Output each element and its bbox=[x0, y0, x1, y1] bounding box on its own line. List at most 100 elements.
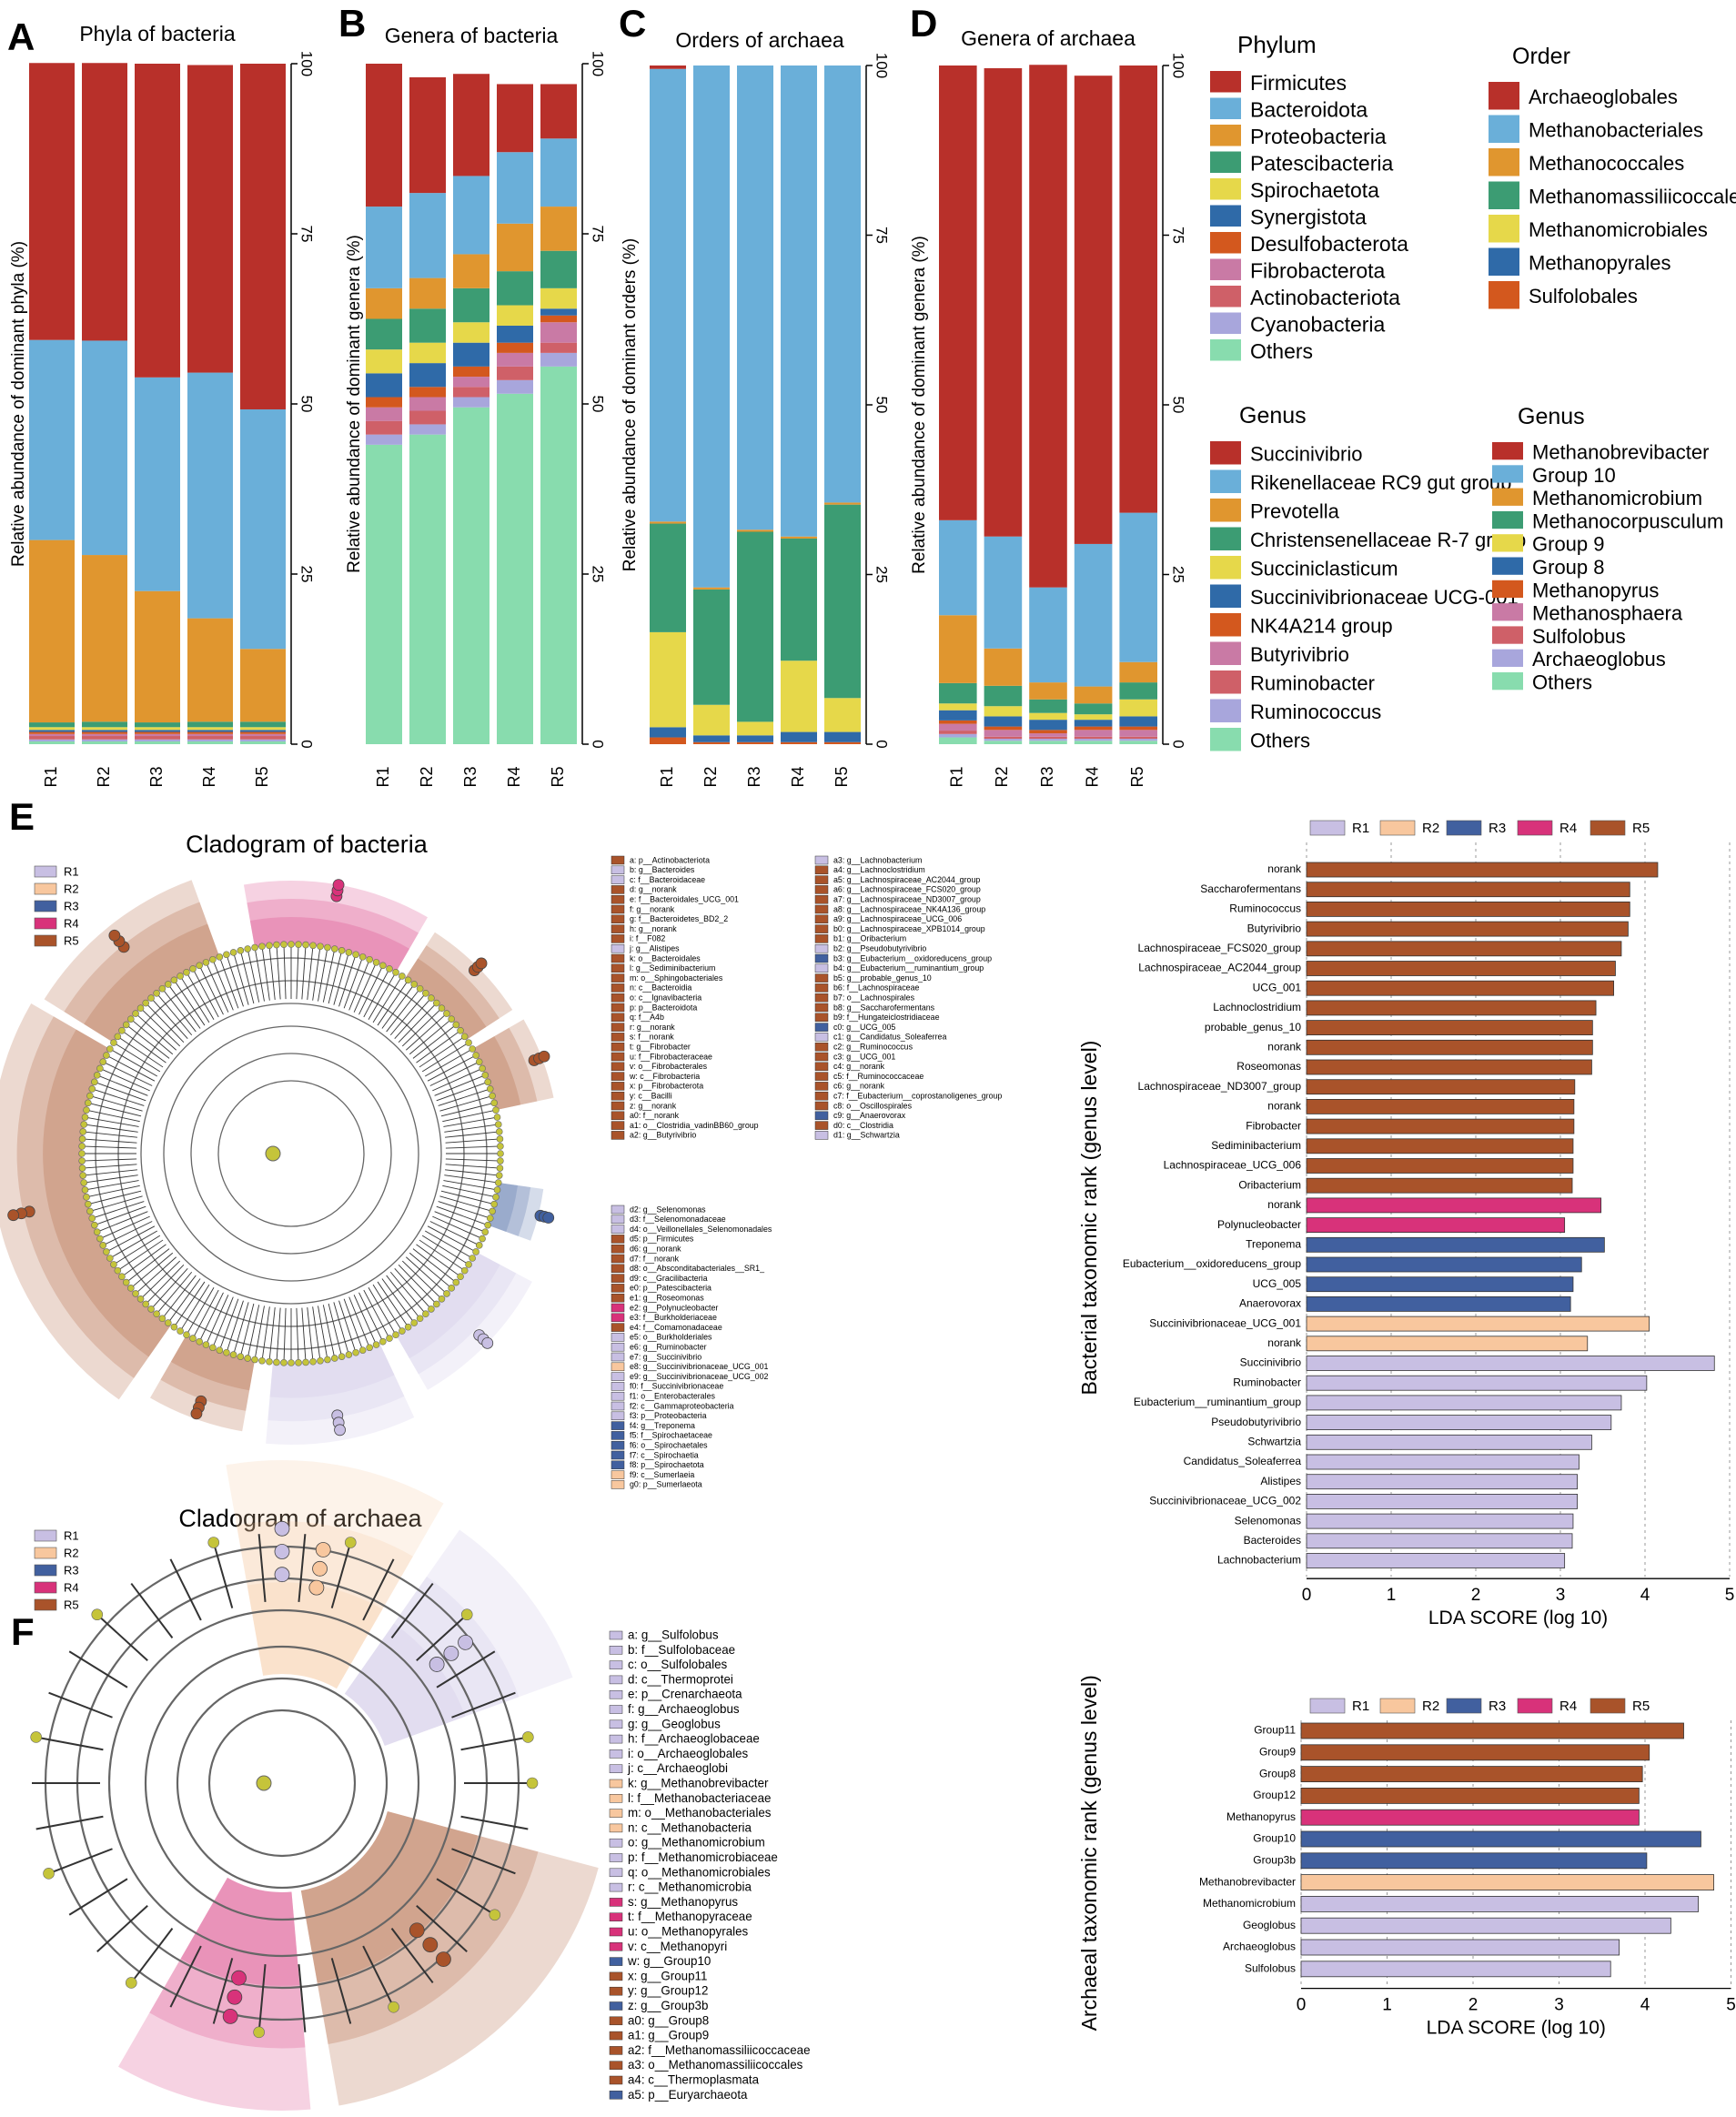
bar-segment-synergistota bbox=[135, 730, 180, 732]
key-label: q: f__A4b bbox=[630, 1013, 664, 1022]
tree-node bbox=[165, 1319, 172, 1326]
bar-segment-sulfolobus bbox=[1119, 736, 1157, 740]
tree-branch bbox=[156, 1271, 193, 1315]
tree-branch bbox=[140, 1260, 181, 1300]
key-swatch bbox=[611, 1303, 625, 1313]
bar-segment-succinivibrionaceae-ucg-001 bbox=[366, 373, 402, 398]
lda-bar bbox=[1306, 1099, 1575, 1114]
clade-sector bbox=[396, 1251, 532, 1390]
tree-root bbox=[256, 1775, 272, 1791]
tree-node bbox=[106, 1045, 114, 1053]
key-swatch bbox=[814, 934, 829, 943]
clade-sector bbox=[43, 1029, 172, 1357]
tree-node bbox=[352, 1348, 359, 1356]
tree-branch bbox=[440, 1102, 495, 1117]
lda-bar-label: Saccharofermentans bbox=[1200, 882, 1301, 895]
legend-swatch bbox=[1492, 557, 1523, 575]
bar-segment-bacteroidota bbox=[82, 340, 127, 556]
key-swatch bbox=[814, 1131, 829, 1140]
tree-node bbox=[324, 1356, 331, 1364]
tree-ring bbox=[95, 957, 488, 1350]
lda-bar bbox=[1306, 1138, 1574, 1154]
tree-branch bbox=[362, 1558, 395, 1621]
key-swatch bbox=[611, 1062, 625, 1072]
bar-segment-bacteroidota bbox=[240, 408, 286, 650]
key-swatch bbox=[609, 2031, 623, 2041]
tree-node bbox=[352, 951, 359, 959]
tree-node bbox=[280, 941, 288, 948]
tree-node bbox=[142, 999, 150, 1007]
key-label: c5: f__Ruminococcaceae bbox=[833, 1072, 924, 1081]
tree-node bbox=[96, 1235, 104, 1243]
tree-branch bbox=[343, 956, 364, 1009]
bar-segment-methanosphaera bbox=[984, 730, 1023, 737]
bar-segment-desulfobacterota bbox=[82, 731, 127, 734]
tree-branch bbox=[301, 1307, 307, 1363]
bar-segment-succinivibrio bbox=[540, 84, 577, 139]
group-legend-swatch bbox=[34, 882, 57, 895]
tree-branch bbox=[218, 956, 239, 1009]
tree-node bbox=[494, 1179, 502, 1186]
clade-sector bbox=[170, 1335, 256, 1391]
bar-segment-group-10 bbox=[1074, 543, 1113, 687]
bar-segment-others bbox=[1029, 741, 1067, 744]
tree-node bbox=[495, 1128, 503, 1135]
tree-branch bbox=[445, 1169, 500, 1176]
lda-bar bbox=[1300, 1722, 1684, 1739]
clade-sector bbox=[344, 1623, 466, 1746]
tree-node bbox=[96, 1064, 104, 1073]
tree-branch bbox=[377, 980, 409, 1026]
lda-bar bbox=[1300, 1852, 1648, 1870]
tree-node bbox=[132, 1010, 139, 1017]
biomarker-node bbox=[481, 1336, 494, 1349]
tree-node bbox=[158, 984, 167, 993]
legend-label: Ruminobacter bbox=[1250, 672, 1375, 695]
tree-branch bbox=[276, 944, 281, 1000]
tree-node bbox=[189, 965, 197, 973]
bar-segment-cyanobacteria bbox=[135, 739, 180, 742]
tree-branch bbox=[179, 975, 210, 1023]
tree-node bbox=[428, 994, 435, 1002]
tree-branch bbox=[353, 962, 377, 1013]
tree-branch bbox=[257, 1534, 267, 1602]
lda-bar-label: Archaeoglobus bbox=[1223, 1941, 1296, 1953]
bar-segment-methanosphaera bbox=[1029, 733, 1067, 737]
tree-node bbox=[114, 1033, 122, 1041]
bar-segment-christensenellaceae-r-7-group bbox=[453, 287, 490, 323]
tree-branch bbox=[89, 1195, 143, 1212]
key-swatch bbox=[814, 855, 829, 865]
key-swatch bbox=[611, 914, 625, 924]
tree-node bbox=[472, 1052, 479, 1059]
group-legend-label: R4 bbox=[64, 1580, 79, 1594]
clade-sector bbox=[269, 1343, 395, 1398]
tree-branch bbox=[421, 1042, 469, 1073]
y-tick-label: 0 bbox=[1170, 740, 1187, 748]
key-label: f1: o__Enterobacterales bbox=[630, 1392, 715, 1401]
clade-sector bbox=[267, 1343, 405, 1422]
lda-bar-label: Lachnospiraceae_AC2044_group bbox=[1138, 962, 1301, 974]
lda-legend-label: R3 bbox=[1489, 1699, 1506, 1714]
tree-branch bbox=[226, 1300, 244, 1353]
lda-bar-label: Lachnobacterium bbox=[1217, 1554, 1301, 1567]
tree-branch bbox=[226, 954, 244, 1007]
key-label: l: f__Methanobacteriaceae bbox=[628, 1791, 771, 1805]
bar-segment-methanopyrales bbox=[737, 735, 773, 742]
bar-segment-methanomassiliicoccales bbox=[824, 504, 861, 699]
tree-node bbox=[266, 942, 273, 950]
legend-swatch bbox=[1489, 281, 1519, 309]
tree-branch bbox=[130, 1018, 174, 1055]
bar-segment-others bbox=[366, 444, 402, 744]
legend-swatch bbox=[1210, 556, 1241, 580]
key-label: g: g__Geoglobus bbox=[628, 1717, 721, 1730]
chart-title: Phyla of bacteria bbox=[79, 22, 236, 45]
legend-label: Group 8 bbox=[1532, 556, 1605, 579]
tree-branch bbox=[198, 1292, 224, 1342]
lda-bar bbox=[1306, 1000, 1597, 1016]
key-swatch bbox=[611, 1421, 625, 1430]
bar-segment-methanocorpusculum bbox=[1074, 703, 1113, 715]
lda-bar-label: Treponema bbox=[1246, 1237, 1301, 1250]
key-label: p: f__Methanomicrobiaceae bbox=[628, 1850, 778, 1864]
bar-segment-others bbox=[540, 366, 577, 744]
